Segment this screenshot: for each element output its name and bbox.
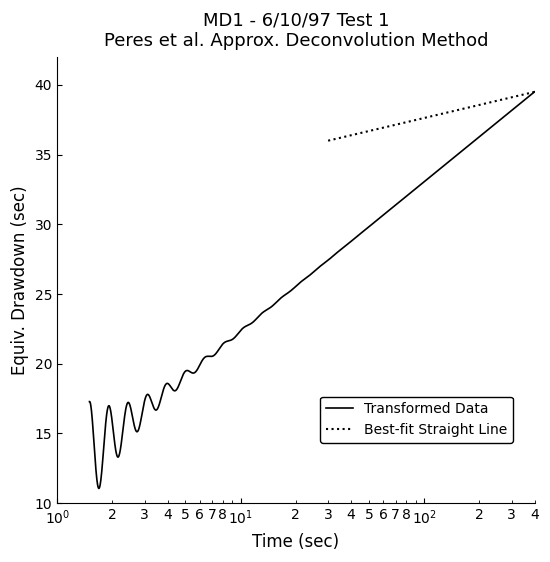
- Best-fit Straight Line: [325, 137, 332, 144]
- Best-fit Straight Line: [365, 128, 371, 135]
- Best-fit Straight Line: [373, 126, 380, 133]
- Transformed Data: [518, 99, 525, 106]
- Title: MD1 - 6/10/97 Test 1
Peres et al. Approx. Deconvolution Method: MD1 - 6/10/97 Test 1 Peres et al. Approx…: [103, 11, 488, 50]
- Best-fit Straight Line: [448, 108, 454, 115]
- X-axis label: Time (sec): Time (sec): [252, 533, 339, 551]
- Transformed Data: [109, 420, 116, 427]
- Transformed Data: [96, 485, 102, 492]
- Line: Transformed Data: Transformed Data: [90, 92, 535, 488]
- Transformed Data: [437, 165, 443, 172]
- Best-fit Straight Line: [431, 112, 438, 119]
- Y-axis label: Equiv. Drawdown (sec): Equiv. Drawdown (sec): [11, 185, 29, 375]
- Transformed Data: [291, 284, 298, 291]
- Legend: Transformed Data, Best-fit Straight Line: Transformed Data, Best-fit Straight Line: [320, 397, 513, 443]
- Best-fit Straight Line: [521, 91, 527, 98]
- Transformed Data: [303, 275, 310, 282]
- Transformed Data: [531, 88, 538, 95]
- Best-fit Straight Line: [515, 93, 521, 99]
- Line: Best-fit Straight Line: Best-fit Straight Line: [328, 92, 535, 140]
- Transformed Data: [519, 99, 525, 106]
- Transformed Data: [86, 398, 93, 405]
- Best-fit Straight Line: [531, 89, 538, 96]
